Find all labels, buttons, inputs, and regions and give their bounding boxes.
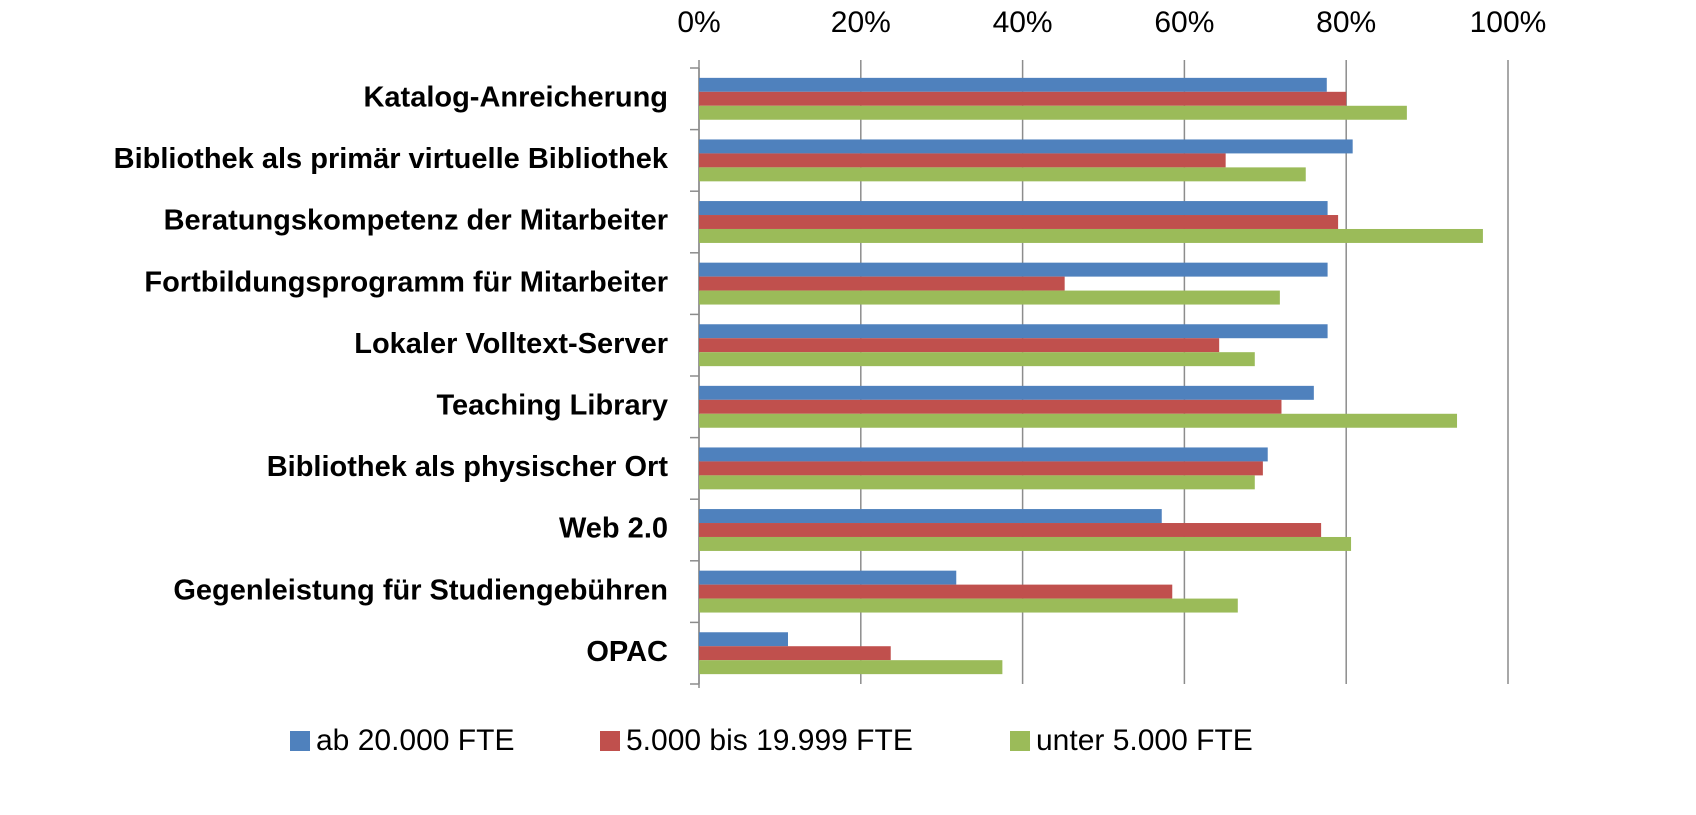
bar	[699, 262, 1328, 277]
bar	[699, 632, 788, 647]
y-tick-label: Beratungskompetenz der Mitarbeiter	[164, 205, 668, 237]
y-tick-label: Bibliothek als physischer Ort	[267, 451, 669, 483]
legend-swatch	[290, 731, 310, 751]
bar	[699, 385, 1314, 400]
bar	[699, 660, 1003, 675]
legend-swatch	[1010, 731, 1030, 751]
legend-label: 5.000 bis 19.999 FTE	[626, 724, 913, 757]
legend-swatch	[600, 731, 620, 751]
x-tick-label: 40%	[993, 6, 1053, 39]
x-tick-label: 60%	[1154, 6, 1214, 39]
bar	[699, 77, 1327, 92]
x-tick-label: 100%	[1470, 6, 1547, 39]
bar	[699, 276, 1065, 291]
legend-label: unter 5.000 FTE	[1036, 724, 1253, 757]
bar	[699, 324, 1328, 339]
bar	[699, 447, 1268, 462]
x-tick-label: 20%	[831, 6, 891, 39]
legend-label: ab 20.000 FTE	[316, 724, 514, 757]
bar	[699, 201, 1328, 216]
y-tick-label: Fortbildungsprogramm für Mitarbeiter	[144, 266, 668, 298]
bar	[699, 399, 1282, 414]
y-tick-label: Teaching Library	[436, 389, 668, 421]
bar	[699, 570, 957, 585]
x-tick-label: 0%	[677, 6, 720, 39]
bar	[699, 523, 1322, 537]
bar	[699, 228, 1483, 243]
y-tick-label: Lokaler Volltext-Server	[354, 328, 668, 360]
bar	[699, 338, 1220, 353]
bar	[699, 352, 1255, 367]
bar	[699, 413, 1458, 428]
bar	[699, 536, 1352, 551]
bar	[699, 215, 1339, 229]
x-tick-label: 80%	[1316, 6, 1376, 39]
bar	[699, 598, 1238, 613]
bar	[699, 167, 1306, 182]
bar	[699, 646, 891, 661]
y-tick-label: Web 2.0	[559, 513, 668, 545]
y-tick-label: OPAC	[586, 636, 668, 668]
bar	[699, 139, 1353, 154]
bar	[699, 290, 1280, 305]
bar	[699, 475, 1255, 490]
bar	[699, 91, 1347, 106]
bar	[699, 509, 1162, 524]
bar	[699, 105, 1407, 120]
bar	[699, 584, 1173, 599]
y-tick-label: Bibliothek als primär virtuelle Biblioth…	[114, 143, 669, 175]
bar	[699, 153, 1226, 168]
bar	[699, 461, 1263, 476]
y-tick-label: Katalog-Anreicherung	[363, 81, 668, 113]
y-tick-label: Gegenleistung für Studiengebühren	[173, 574, 668, 606]
